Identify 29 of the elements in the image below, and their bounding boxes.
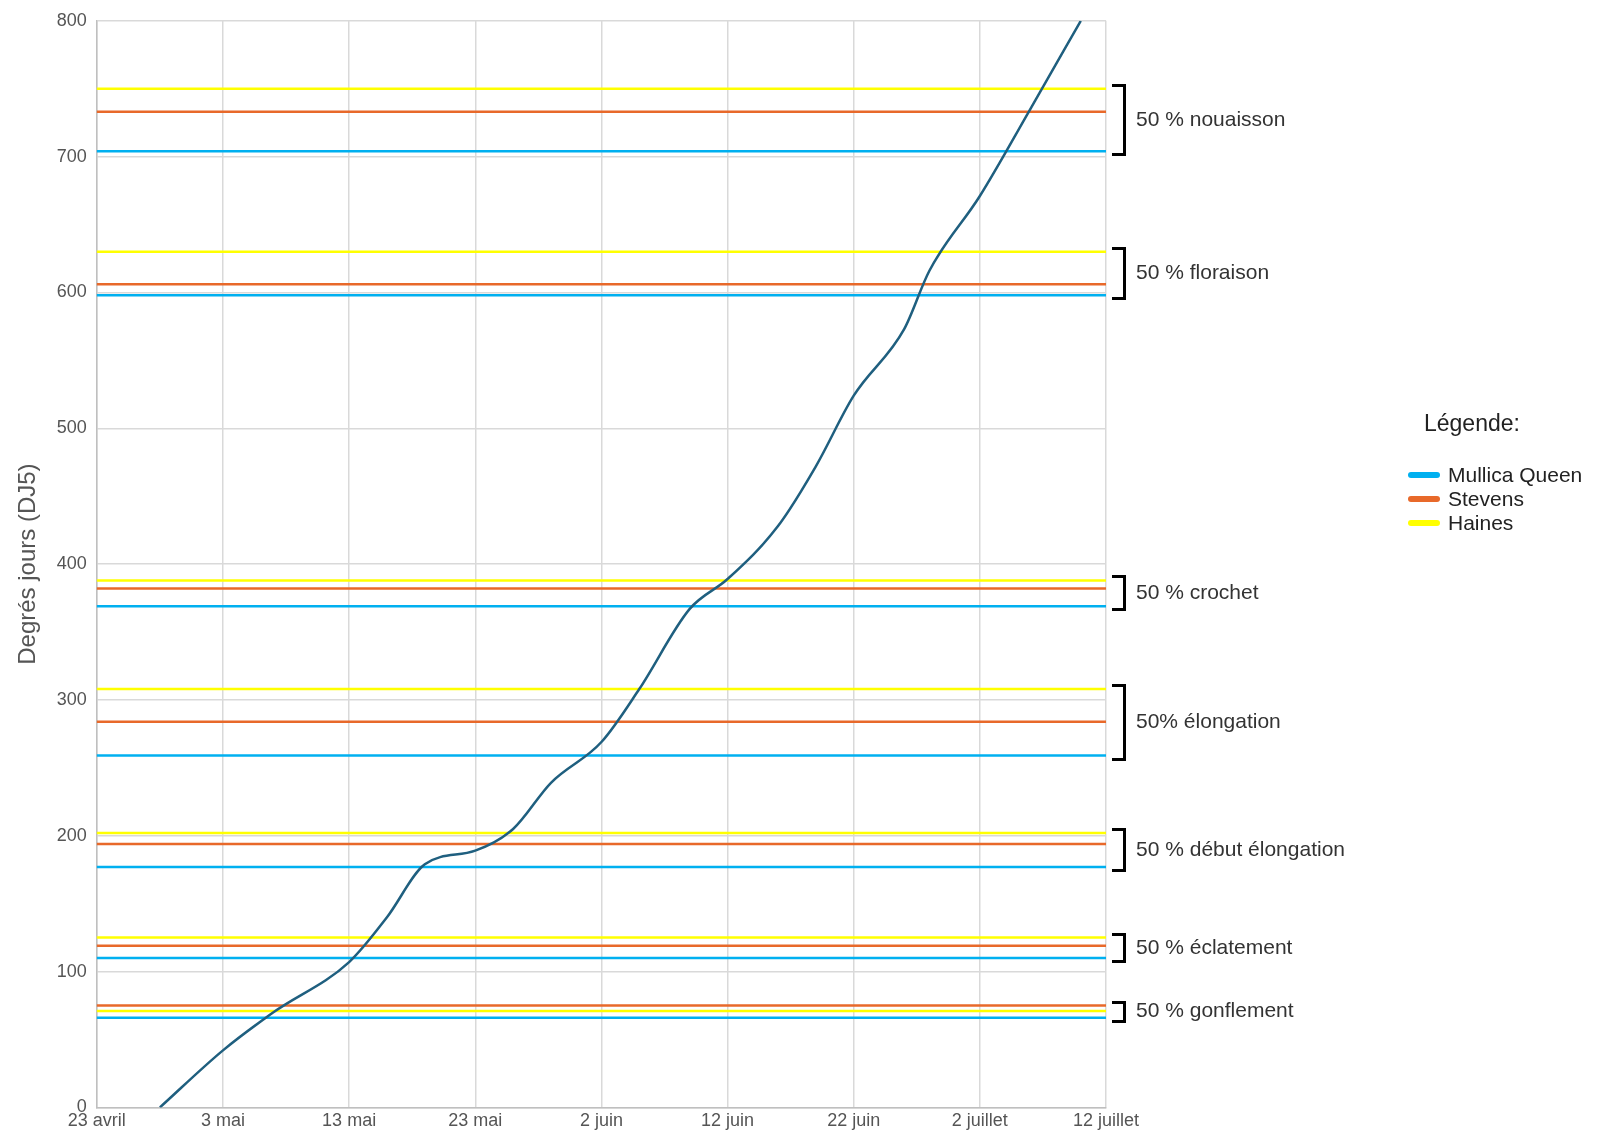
y-axis-title: Degrés jours (DJ5) bbox=[13, 463, 41, 665]
y-tick-label: 400 bbox=[56, 553, 87, 574]
text: 50 % début élongation bbox=[1136, 836, 1346, 860]
text: 50 % éclatement bbox=[1136, 934, 1293, 958]
x-tick-label: 12 juillet bbox=[1072, 1110, 1140, 1131]
text: 50 % floraison bbox=[1136, 260, 1270, 284]
y-tick-label: 300 bbox=[56, 688, 87, 709]
y-tick-label: 100 bbox=[56, 960, 87, 981]
legend-title: Légende: bbox=[1424, 410, 1521, 437]
y-tick-label: 200 bbox=[56, 824, 87, 845]
y-tick-label: 800 bbox=[56, 9, 87, 30]
text: 50 % gonflement bbox=[1136, 998, 1294, 1022]
line-series bbox=[158, 20, 1083, 1108]
legend-label: Stevens bbox=[1448, 487, 1524, 511]
x-tick-label: 12 juin bbox=[701, 1110, 755, 1131]
x-tick-label: 3 mai bbox=[200, 1110, 245, 1131]
x-tick-label: 2 juillet bbox=[951, 1110, 1008, 1131]
legend-label: Mullica Queen bbox=[1448, 463, 1583, 487]
x-tick-label: 23 mai bbox=[448, 1110, 503, 1131]
text: 50 % nouaisson bbox=[1136, 106, 1286, 130]
text: 50% élongation bbox=[1136, 709, 1281, 733]
text: 50 % crochet bbox=[1136, 580, 1259, 604]
x-tick-label: 22 juin bbox=[827, 1110, 881, 1131]
x-tick-label: 13 mai bbox=[322, 1110, 377, 1131]
y-tick-label: 600 bbox=[56, 281, 87, 302]
x-tick-label: 2 juin bbox=[579, 1110, 623, 1131]
y-tick-label: 700 bbox=[56, 145, 87, 166]
legend-label: Haines bbox=[1448, 511, 1514, 535]
y-tick-label: 500 bbox=[56, 417, 87, 438]
